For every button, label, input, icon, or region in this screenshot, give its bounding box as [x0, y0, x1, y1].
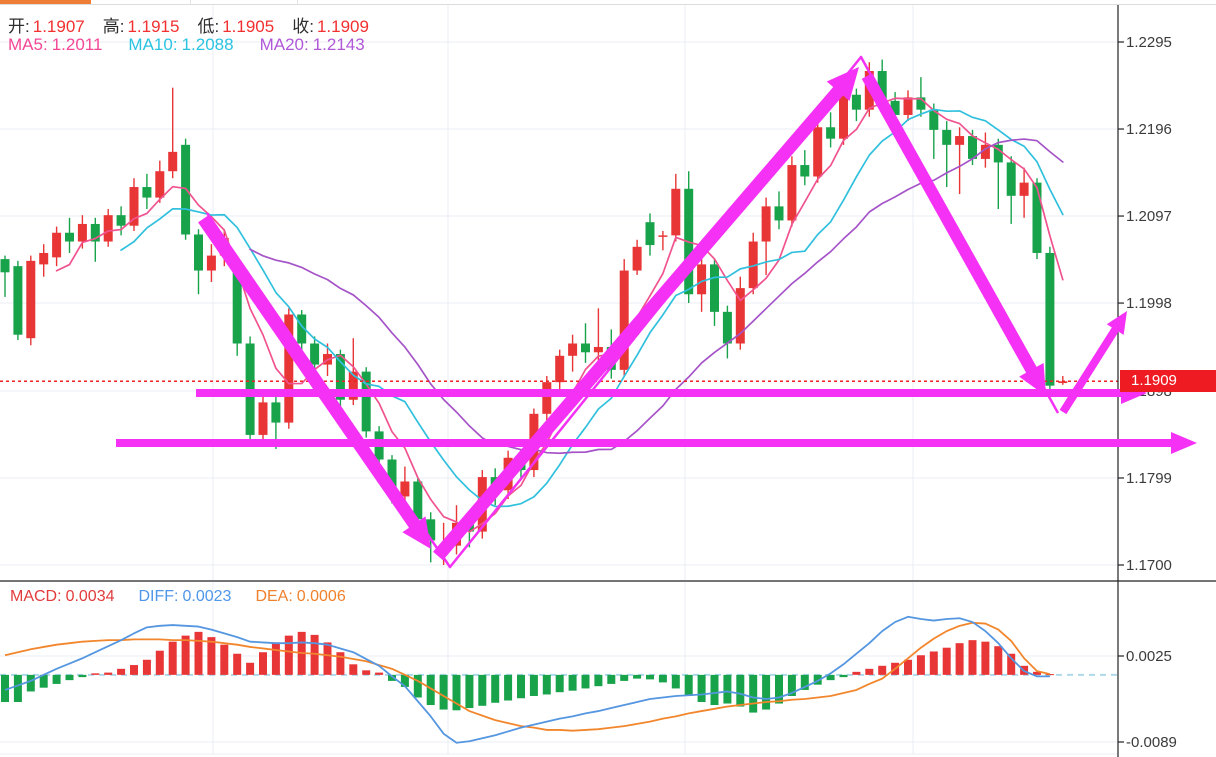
dea-value-readout: DEA: 0.0006: [255, 588, 346, 605]
macd-tick-label: -0.0089: [1126, 734, 1177, 751]
price-tick-label: 1.1700: [1126, 557, 1172, 574]
price-tick-label: 1.2295: [1126, 34, 1172, 51]
annotation-arrow-down-impulse-2: [1019, 362, 1046, 396]
ma5-readout: MA5: 1.2011: [8, 35, 103, 54]
diff-value-readout: DIFF: 0.0023: [138, 588, 232, 605]
price-tick-label: 1.2196: [1126, 121, 1172, 138]
ma20-readout: MA20: 1.2143: [259, 35, 365, 54]
annotation-arrow-support-level-2: [1171, 432, 1197, 454]
close-value: 1.1909: [316, 17, 369, 36]
annotation-arrow-bounce-up: [1106, 311, 1127, 335]
annotation-arrow-down-impulse-1: [402, 516, 431, 549]
macd-tick-label: 0.0025: [1126, 648, 1172, 665]
ohlc-readout: 开: 1.1907 高: 1.1915 低: 1.1905 收: 1.1909: [8, 12, 387, 37]
low-value: 1.1905: [222, 17, 275, 36]
current-price-tag: 1.1909: [1120, 370, 1216, 392]
high-value: 1.1915: [127, 17, 180, 36]
tab-separator: [297, 0, 298, 4]
macd-readout: MACD: 0.0034 DIFF: 0.0023 DEA: 0.0006: [10, 588, 346, 606]
annotation-arrow-up-impulse: [826, 67, 859, 102]
tab-separator: [190, 0, 191, 4]
high-label: 高:: [102, 17, 125, 36]
open-value: 1.1907: [32, 17, 85, 36]
ma10-readout: MA10: 1.2088: [128, 35, 234, 54]
active-tab-indicator[interactable]: [0, 0, 91, 4]
macd-value-readout: MACD: 0.0034: [10, 588, 115, 605]
ma-readout: MA5: 1.2011 MA10: 1.2088 MA20: 1.2143: [8, 35, 365, 55]
tab-strip-divider: [0, 4, 1216, 5]
low-label: 低:: [197, 17, 220, 36]
open-label: 开:: [8, 17, 30, 36]
price-tick-label: 1.1799: [1126, 470, 1172, 487]
price-tick-label: 1.2097: [1126, 208, 1172, 225]
price-tick-label: 1.1998: [1126, 295, 1172, 312]
close-label: 收:: [292, 17, 314, 36]
